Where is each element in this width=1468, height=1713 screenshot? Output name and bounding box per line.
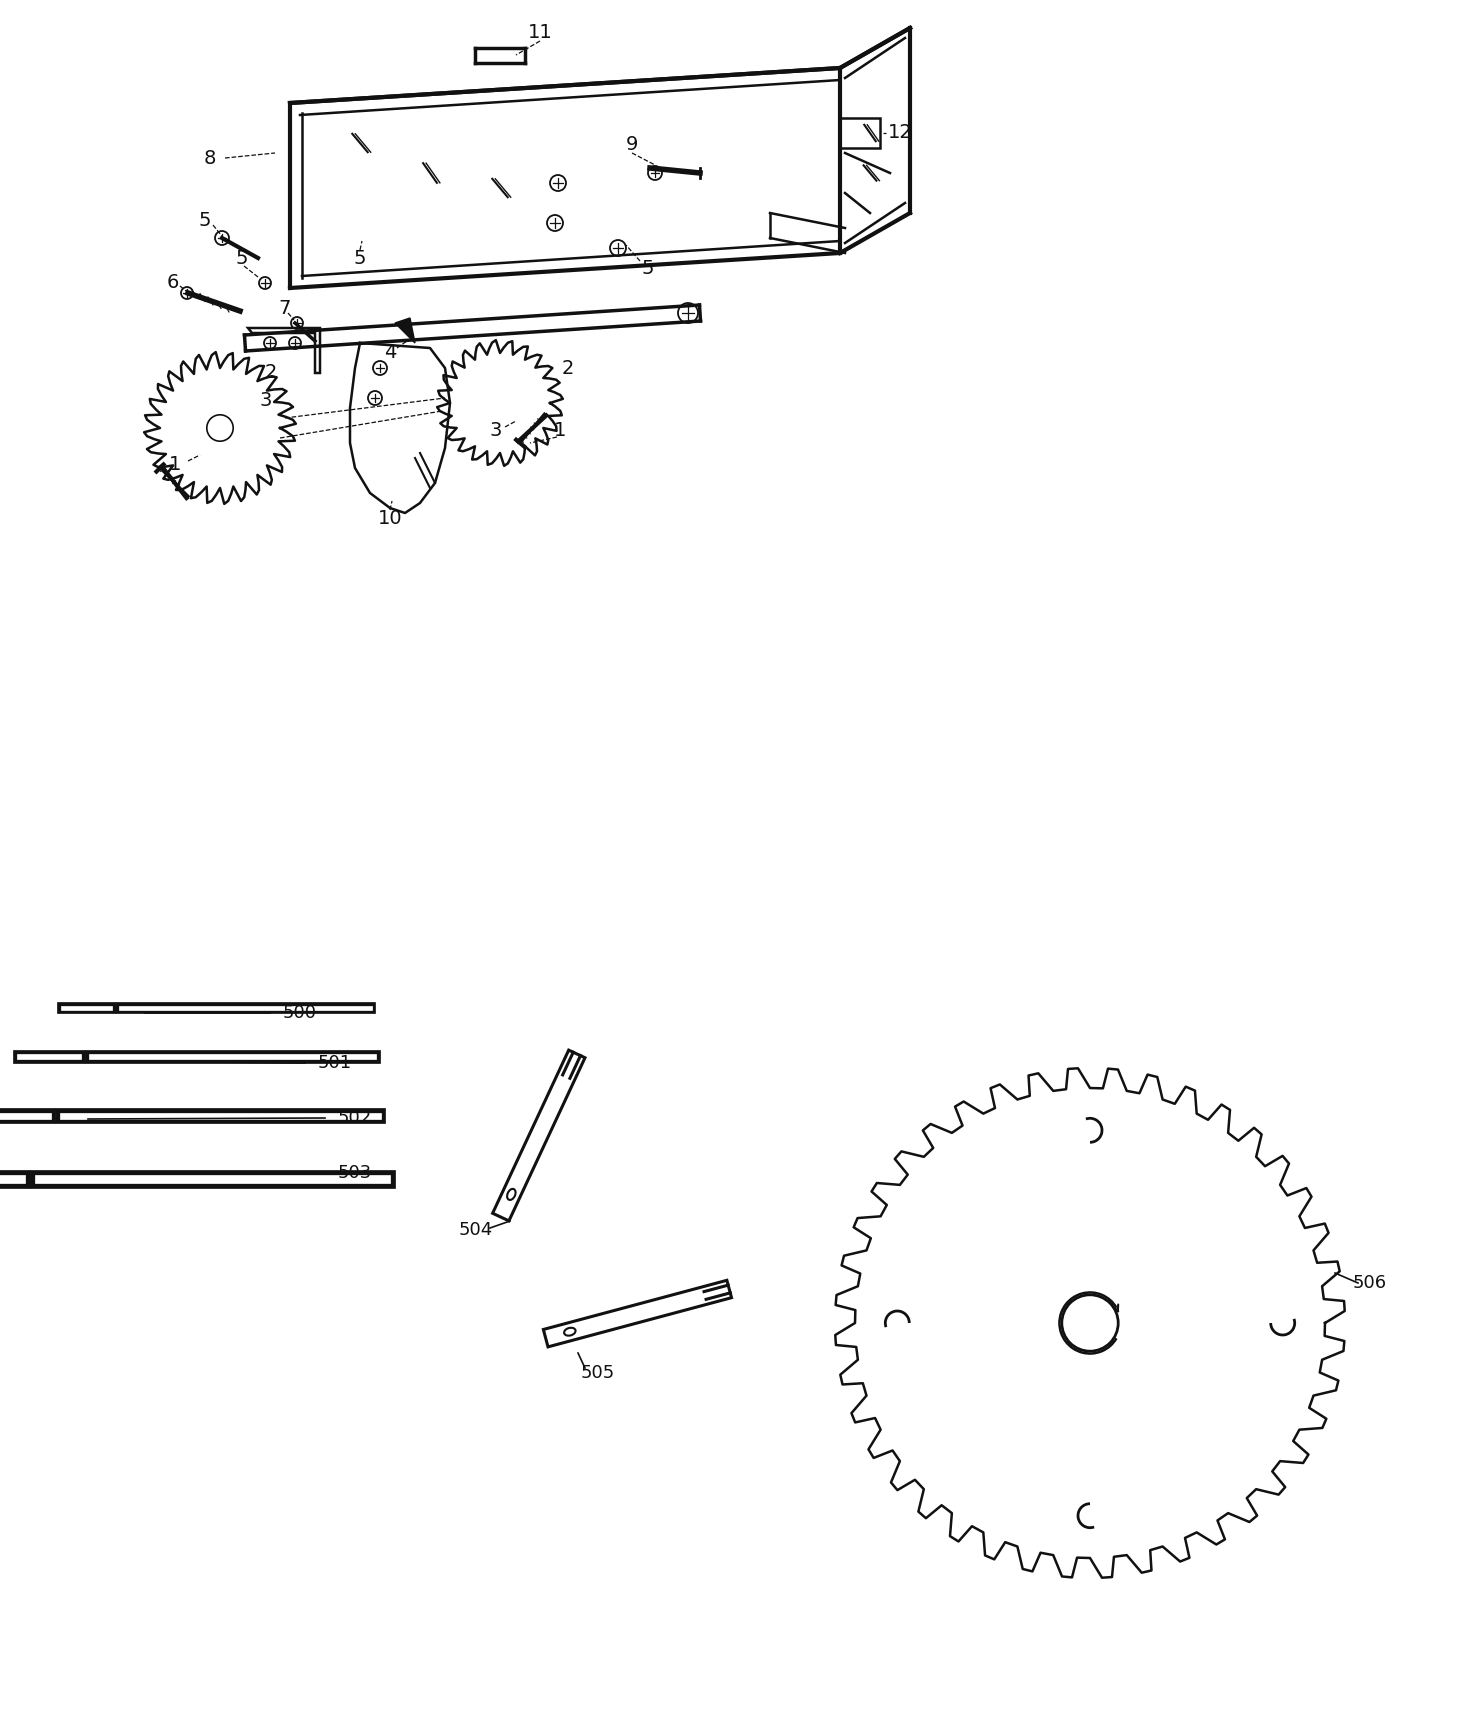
Text: 8: 8 (204, 149, 216, 168)
Text: 7: 7 (279, 298, 291, 317)
Text: 3: 3 (260, 392, 272, 411)
Text: 501: 501 (319, 1053, 352, 1072)
Text: 4: 4 (383, 344, 396, 363)
Polygon shape (18, 1053, 81, 1059)
Text: 5: 5 (642, 259, 655, 278)
Text: 12: 12 (888, 123, 913, 142)
Text: 1: 1 (553, 420, 567, 440)
Text: 10: 10 (377, 509, 402, 528)
Polygon shape (119, 1006, 371, 1009)
Text: 3: 3 (490, 421, 502, 440)
Text: 5: 5 (198, 211, 211, 231)
Text: 2: 2 (264, 363, 277, 382)
Text: 2: 2 (562, 358, 574, 377)
Text: 503: 503 (338, 1165, 371, 1182)
Text: 5: 5 (354, 248, 366, 267)
Text: 500: 500 (283, 1004, 317, 1023)
Text: 505: 505 (581, 1364, 615, 1382)
Polygon shape (90, 1053, 376, 1059)
Text: 5: 5 (236, 248, 248, 267)
Text: 9: 9 (625, 135, 639, 154)
Polygon shape (54, 1108, 385, 1124)
Polygon shape (29, 1170, 395, 1189)
Text: 11: 11 (527, 24, 552, 43)
Polygon shape (115, 1002, 374, 1012)
Polygon shape (60, 1112, 380, 1119)
Polygon shape (0, 1108, 54, 1124)
Polygon shape (0, 1175, 25, 1184)
Polygon shape (57, 1002, 115, 1012)
Text: 6: 6 (167, 274, 179, 293)
Polygon shape (0, 1112, 50, 1119)
Polygon shape (13, 1050, 85, 1064)
Text: 1: 1 (169, 456, 181, 475)
Polygon shape (0, 1170, 29, 1189)
Text: 502: 502 (338, 1108, 371, 1127)
Polygon shape (395, 319, 415, 343)
Text: 506: 506 (1353, 1274, 1387, 1292)
Text: 504: 504 (459, 1221, 493, 1238)
Polygon shape (60, 1006, 112, 1009)
Polygon shape (35, 1175, 390, 1184)
Polygon shape (85, 1050, 380, 1064)
